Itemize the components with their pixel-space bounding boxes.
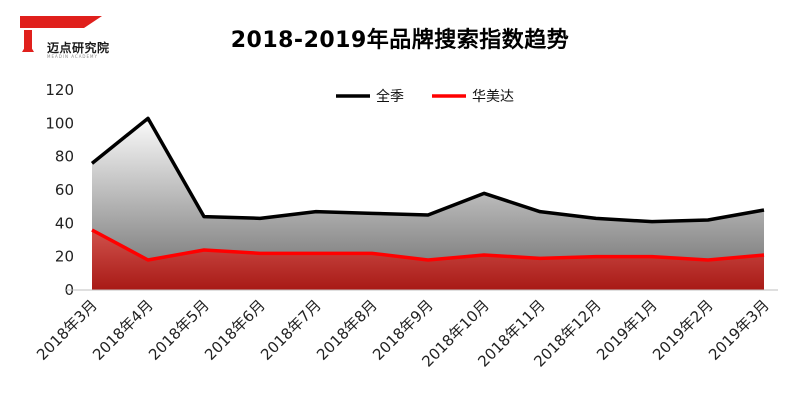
y-tick-label: 20: [55, 248, 74, 266]
legend: 全季 华美达: [336, 88, 514, 105]
legend-label-2: 华美达: [472, 89, 514, 105]
y-tick-label: 40: [55, 214, 74, 232]
logo-text: 迈点研究院: [47, 41, 110, 55]
y-tick-label: 80: [55, 148, 74, 166]
x-tick-label: 2019年3月: [705, 296, 773, 364]
series-line-1: [90, 116, 765, 224]
chart-title: 2018-2019年品牌搜索指数趋势: [230, 28, 570, 53]
series-line-2: [91, 228, 765, 262]
line-layer: [90, 116, 765, 262]
series-area-1: [92, 118, 764, 290]
y-tick-label: 100: [45, 114, 74, 132]
logo-subtext: MEADIN ACADEMY: [47, 54, 98, 59]
legend-label-1: 全季: [376, 88, 404, 105]
logo: 迈点研究院 MEADIN ACADEMY: [14, 12, 114, 59]
logo-icon: [20, 16, 102, 52]
area-layer: [92, 118, 764, 290]
y-tick-label: 120: [45, 81, 74, 99]
y-tick-label: 60: [55, 181, 74, 199]
